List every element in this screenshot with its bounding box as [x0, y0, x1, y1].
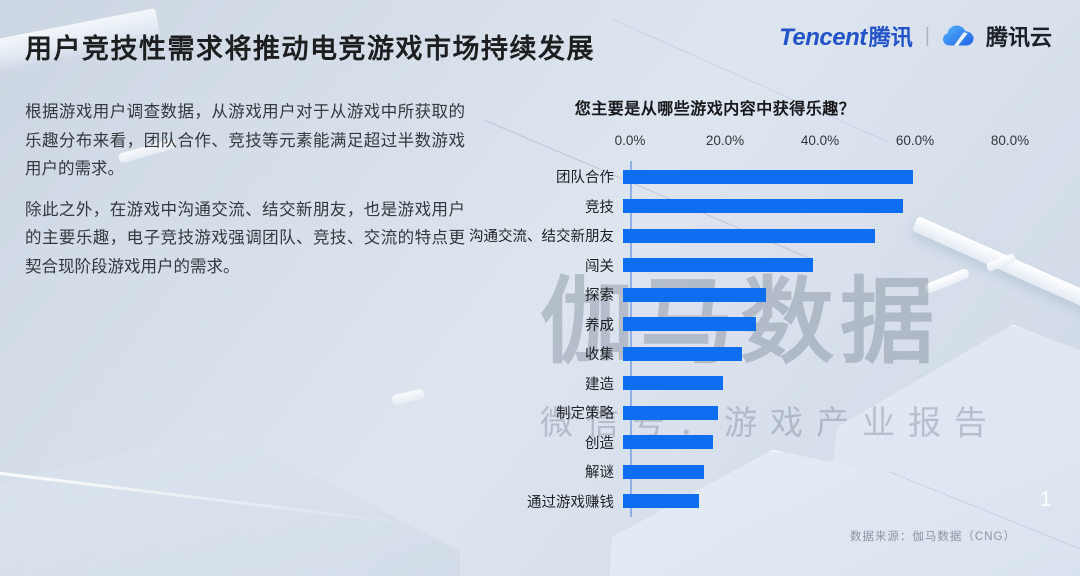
bar-row: 收集 — [380, 339, 1040, 369]
bar-row: 制定策略 — [380, 398, 1040, 428]
bar-row: 探索 — [380, 280, 1040, 310]
brand-logos: Tencent腾讯 | 腾讯云 — [779, 20, 1052, 52]
axis-tick: 80.0% — [990, 133, 1030, 148]
bar — [623, 376, 723, 391]
page-number: 1 — [1040, 488, 1052, 511]
bar — [623, 346, 742, 361]
tencent-wordmark: Tencent — [779, 24, 867, 51]
paragraph-1: 根据游戏用户调查数据，从游戏用户对于从游戏中所获取的乐趣分布来看，团队合作、竞技… — [25, 103, 465, 178]
data-source-note: 数据来源：伽马数据（CNG） — [849, 531, 1016, 543]
tencent-cloud-icon — [942, 25, 974, 46]
bar-track — [623, 228, 1040, 243]
bar-label: 探索 — [585, 288, 614, 305]
bar-track — [623, 435, 1040, 450]
tencent-cn-label: 腾讯 — [868, 25, 913, 50]
bar-label: 制定策略 — [556, 406, 614, 423]
bar-row: 养成 — [380, 310, 1040, 340]
bar — [623, 199, 904, 214]
bar-track — [623, 346, 1040, 361]
bar-chart: 您主要是从哪些游戏内容中获得乐趣？ 0.0% 20.0% 40.0% 60.0% 80.… — [380, 95, 1040, 535]
bar-label: 收集 — [585, 347, 614, 364]
bar-track — [623, 317, 1040, 332]
bar-track — [623, 169, 1040, 184]
bg-edge-highlight — [0, 470, 419, 527]
bar-row: 团队合作 — [380, 162, 1040, 192]
bar-track — [623, 494, 1040, 509]
bar-row: 创造 — [380, 428, 1040, 458]
bar — [623, 405, 718, 420]
bar-label: 建造 — [585, 376, 614, 393]
bar — [623, 169, 913, 184]
bar-track — [623, 258, 1040, 273]
bar — [623, 258, 813, 273]
bar-row: 竞技 — [380, 192, 1040, 222]
axis-ticks: 0.0% 20.0% 40.0% 60.0% 80.0% — [615, 133, 1030, 151]
bar-track — [623, 376, 1040, 391]
chart-rows: 团队合作竞技沟通交流、结交新朋友闯关探索养成收集建造制定策略创造解谜通过游戏赚钱 — [380, 162, 1040, 516]
axis-tick: 40.0% — [800, 133, 840, 148]
page-title: 用户竞技性需求将推动电竞游戏市场持续发展 — [25, 34, 595, 64]
bar-row: 建造 — [380, 369, 1040, 399]
bar-label: 闯关 — [585, 258, 614, 275]
body-text: 根据游戏用户调查数据，从游戏用户对于从游戏中所获取的乐趣分布来看，团队合作、竞技… — [25, 98, 465, 293]
bar-label: 通过游戏赚钱 — [527, 494, 614, 511]
bar-row: 解谜 — [380, 457, 1040, 487]
bar-track — [623, 464, 1040, 479]
bar — [623, 494, 699, 509]
bar — [623, 228, 875, 243]
bar-label: 沟通交流、结交新朋友 — [469, 229, 614, 246]
bar-label: 团队合作 — [556, 170, 614, 187]
bar-label: 解谜 — [585, 465, 614, 482]
bar — [623, 287, 766, 302]
bar — [623, 435, 714, 450]
y-axis-line — [630, 161, 632, 517]
axis-tick: 0.0% — [614, 133, 646, 148]
chart-title: 您主要是从哪些游戏内容中获得乐趣？ — [574, 101, 856, 118]
tencent-cloud-label: 腾讯云 — [985, 25, 1052, 50]
bar-track — [623, 405, 1040, 420]
bar-label: 竞技 — [585, 199, 614, 216]
bar-row: 沟通交流、结交新朋友 — [380, 221, 1040, 251]
bar — [623, 317, 756, 332]
bar-label: 创造 — [585, 435, 614, 452]
bar-track — [623, 287, 1040, 302]
bar-row: 闯关 — [380, 251, 1040, 281]
axis-tick: 60.0% — [895, 133, 935, 148]
tencent-logo: Tencent腾讯 — [779, 20, 913, 52]
bar-label: 养成 — [585, 317, 614, 334]
axis-tick: 20.0% — [705, 133, 745, 148]
bar — [623, 464, 704, 479]
paragraph-2: 除此之外，在游戏中沟通交流、结交新朋友，也是游戏用户的主要乐趣，电子竞技游戏强调… — [25, 200, 465, 276]
logo-divider: | — [924, 24, 930, 47]
bar-track — [623, 199, 1040, 214]
bar-row: 通过游戏赚钱 — [380, 487, 1040, 517]
